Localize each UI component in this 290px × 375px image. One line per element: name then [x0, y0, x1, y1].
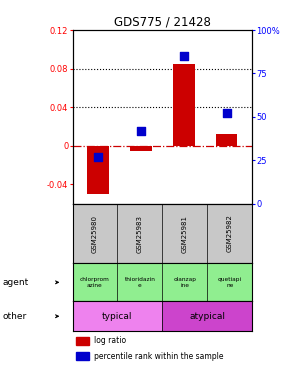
Point — [139, 128, 143, 134]
Text: log ratio: log ratio — [94, 336, 126, 345]
Text: GSM25982: GSM25982 — [227, 214, 233, 252]
Bar — [72, 302, 162, 331]
Point — [96, 154, 101, 160]
Text: olanzap
ine: olanzap ine — [173, 277, 196, 288]
Point — [182, 53, 186, 59]
Title: GDS775 / 21428: GDS775 / 21428 — [114, 16, 211, 29]
Text: other: other — [3, 312, 27, 321]
Bar — [76, 337, 89, 345]
Bar — [173, 64, 195, 146]
Bar — [88, 146, 109, 194]
Text: GSM25980: GSM25980 — [92, 214, 98, 252]
Text: agent: agent — [3, 278, 29, 287]
Text: quetiapi
ne: quetiapi ne — [218, 277, 242, 288]
Text: GSM25981: GSM25981 — [182, 214, 188, 252]
Bar — [76, 352, 89, 360]
Bar — [216, 134, 237, 146]
Text: chlorprom
azine: chlorprom azine — [80, 277, 110, 288]
Bar — [162, 302, 252, 331]
Text: thioridazin
e: thioridazin e — [124, 277, 155, 288]
Text: GSM25983: GSM25983 — [137, 214, 143, 252]
Bar — [130, 146, 152, 151]
Point — [224, 110, 229, 116]
Text: atypical: atypical — [189, 312, 225, 321]
Text: percentile rank within the sample: percentile rank within the sample — [94, 352, 224, 361]
Text: typical: typical — [102, 312, 133, 321]
